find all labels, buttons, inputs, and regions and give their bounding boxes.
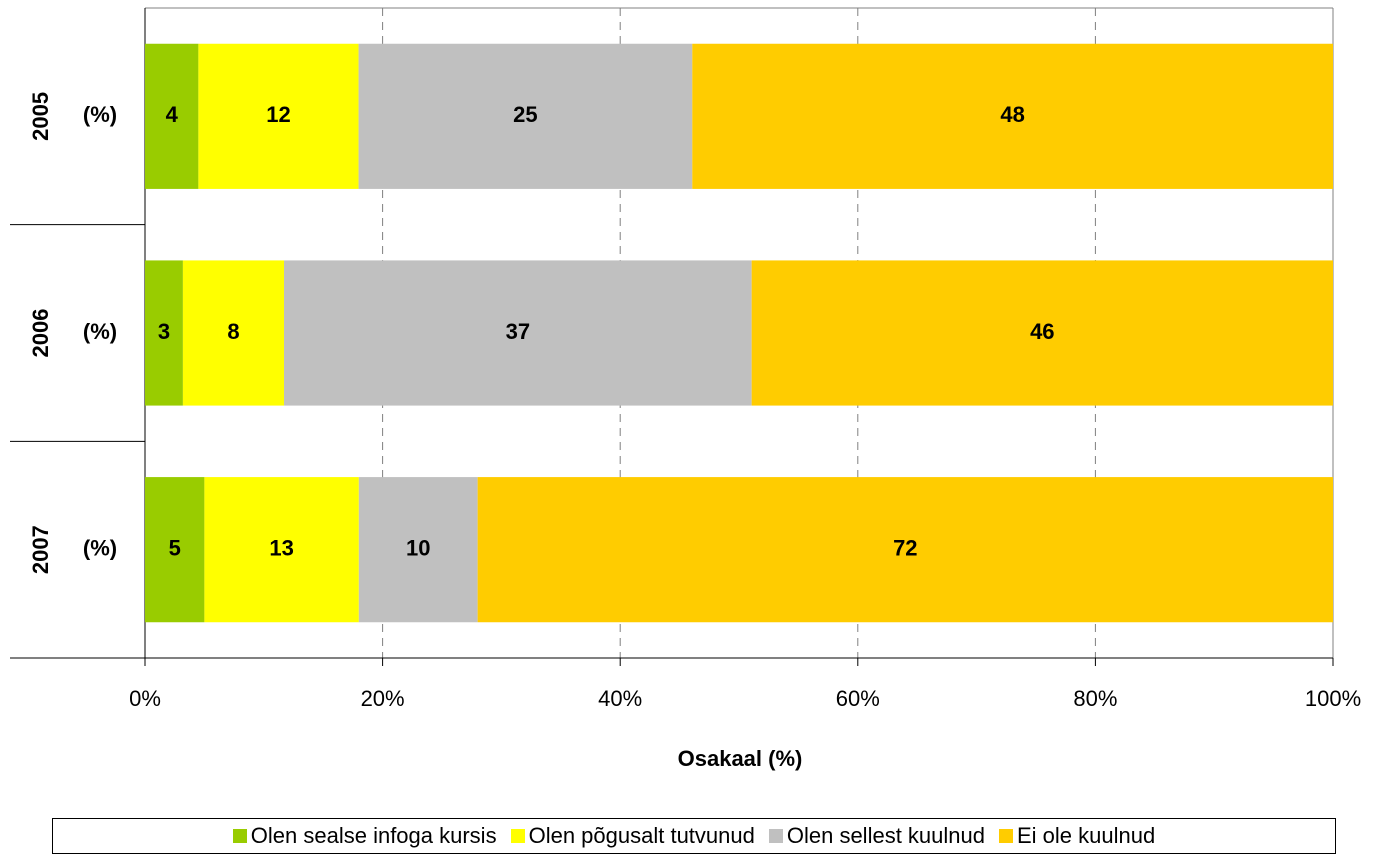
data-label: 13 [269,535,293,560]
legend-item: Olen sellest kuulnud [768,823,985,849]
bar-segment [284,260,752,406]
bar-segment [145,477,205,623]
bar-segment [751,260,1333,406]
data-label: 3 [158,319,170,344]
bar-segment [182,260,285,406]
legend-label: Olen sealse infoga kursis [250,823,497,848]
data-label: 4 [166,102,179,127]
bar-segment [198,43,359,189]
y-tick-label: 2007 [28,525,53,574]
bar-segment [358,43,693,189]
category-sublabel: (%) [83,319,117,344]
category-sublabel: (%) [83,102,117,127]
bar-segment [477,477,1333,623]
data-label: 46 [1030,319,1054,344]
bar-segment [358,477,478,623]
x-tick-label: 60% [836,686,880,711]
data-label: 37 [506,319,530,344]
y-tick-label: 2005 [28,92,53,141]
legend-swatch [998,829,1013,843]
bar-segment [692,43,1333,189]
x-tick-label: 20% [361,686,405,711]
data-label: 48 [1000,102,1024,127]
legend-item: Ei ole kuulnud [998,823,1156,849]
legend-swatch [510,829,525,843]
legend-item: Olen põgusalt tutvunud [510,823,755,849]
data-label: 72 [893,535,917,560]
category-sublabel: (%) [83,535,117,560]
data-label: 10 [406,535,430,560]
data-label: 25 [513,102,537,127]
x-axis-label: Osakaal (%) [678,746,803,771]
x-tick-label: 100% [1305,686,1361,711]
legend-label: Olen sellest kuulnud [786,823,985,848]
x-tick-label: 80% [1073,686,1117,711]
bar-segment [145,43,199,189]
legend-swatch [768,829,783,843]
bar-segment [204,477,359,623]
legend-label: Ei ole kuulnud [1016,823,1156,848]
data-label: 5 [169,535,181,560]
x-tick-label: 40% [598,686,642,711]
legend-swatch [232,829,247,843]
data-label: 12 [266,102,290,127]
x-tick-label: 0% [129,686,161,711]
bar-segment [145,260,183,406]
data-label: 8 [227,319,239,344]
legend-item: Olen sealse infoga kursis [232,823,497,849]
legend-label: Olen põgusalt tutvunud [528,823,755,848]
y-tick-label: 2006 [28,309,53,358]
legend: Olen sealse infoga kursis Olen põgusalt t… [52,818,1336,854]
